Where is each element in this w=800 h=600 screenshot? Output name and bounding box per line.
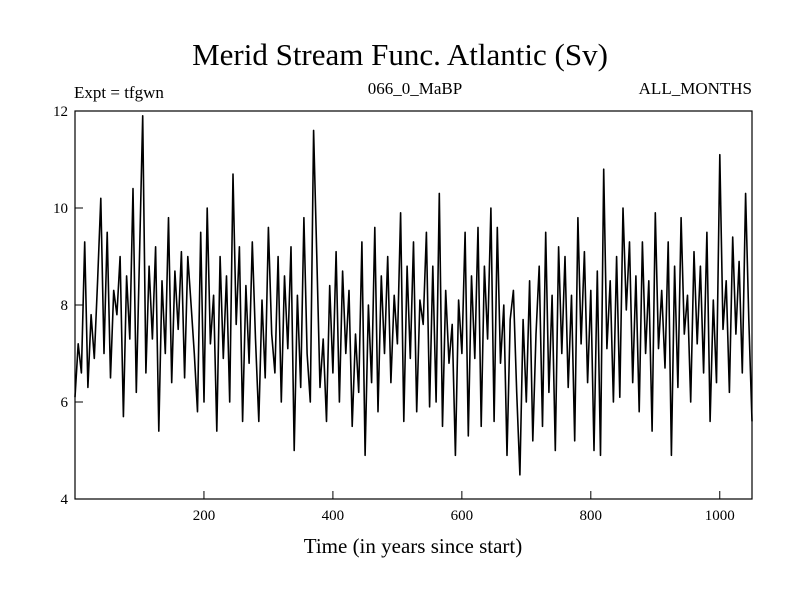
chart-title: Merid Stream Func. Atlantic (Sv) — [192, 37, 608, 72]
x-tick-label: 200 — [193, 508, 216, 524]
x-tick-label: 800 — [580, 508, 603, 524]
experiment-label: Expt = tfgwn — [74, 83, 164, 102]
y-tick-label: 6 — [61, 395, 69, 411]
x-tick-label: 600 — [451, 508, 474, 524]
y-tick-label: 8 — [61, 298, 69, 314]
x-tick-label: 1000 — [705, 508, 735, 524]
y-tick-label: 10 — [53, 201, 68, 217]
x-tick-label: 400 — [322, 508, 345, 524]
y-tick-label: 4 — [61, 492, 69, 508]
series-line — [74, 115, 753, 476]
x-axis-label: Time (in years since start) — [304, 534, 523, 558]
y-axis: 4 6 8 10 12 — [53, 104, 83, 508]
x-axis: 200 400 600 800 1000 — [193, 491, 735, 524]
time-slice-label: 066_0_MaBP — [368, 79, 462, 98]
y-tick-label: 12 — [53, 104, 68, 120]
months-label: ALL_MONTHS — [639, 79, 752, 98]
